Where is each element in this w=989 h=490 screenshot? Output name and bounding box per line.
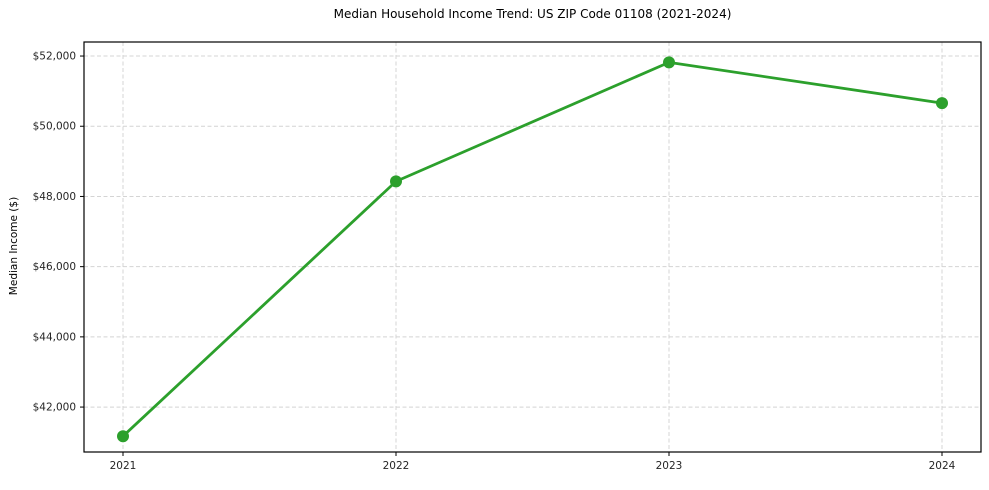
x-tick-label: 2022 (383, 460, 410, 472)
y-tick-label: $50,000 (33, 121, 76, 133)
trend-line (121, 60, 944, 438)
chart-title: Median Household Income Trend: US ZIP Co… (333, 7, 732, 21)
y-tick-label: $46,000 (33, 261, 76, 273)
x-tick-label: 2024 (929, 460, 956, 472)
data-point-2021 (117, 430, 129, 443)
data-point-2024 (936, 97, 948, 110)
x-tick-label: 2021 (110, 460, 137, 472)
data-point-2023 (663, 56, 675, 69)
plot-border (83, 41, 982, 453)
x-tick-label: 2023 (656, 460, 683, 472)
y-axis-label: Median Income ($) (8, 196, 20, 296)
y-tick-label: $52,000 (33, 51, 76, 63)
y-tick-label: $44,000 (33, 331, 76, 343)
data-point-2022 (390, 175, 402, 188)
y-tick-label: $48,000 (33, 191, 76, 203)
y-tick-label: $42,000 (33, 402, 76, 414)
